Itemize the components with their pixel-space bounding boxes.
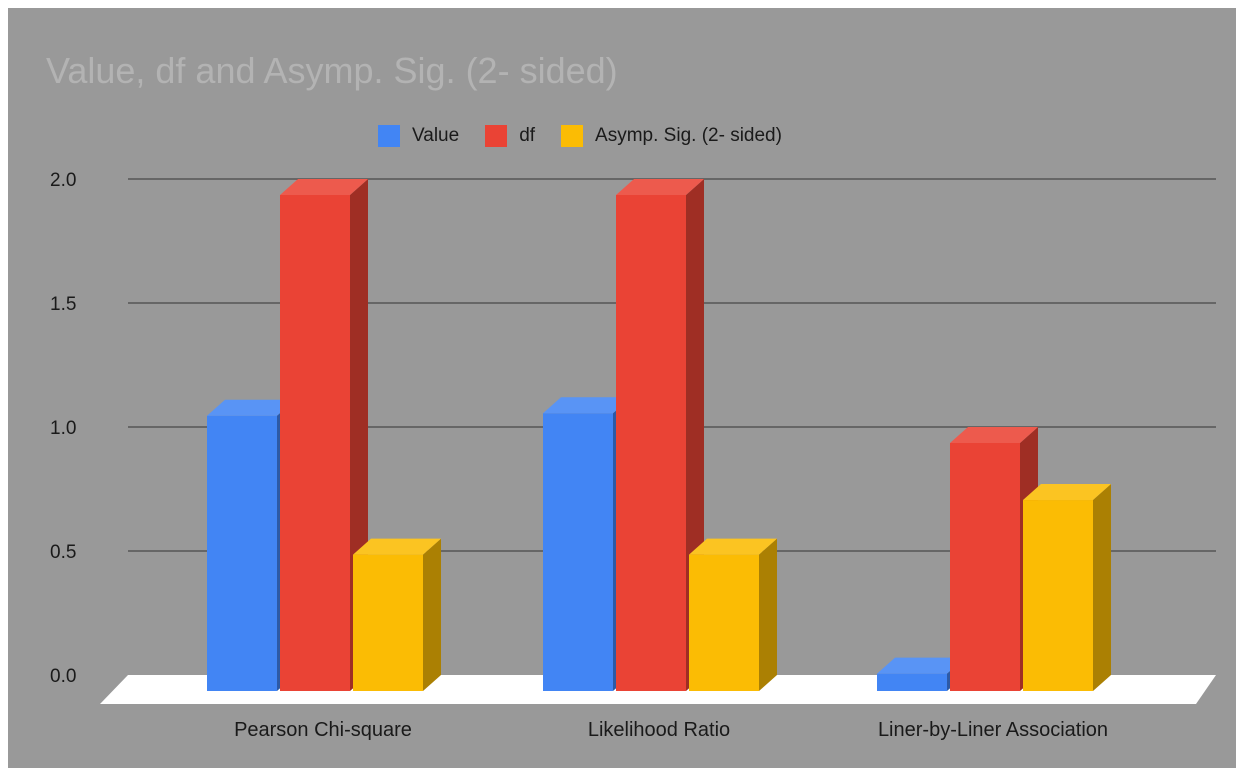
bar-df	[280, 195, 350, 691]
bar-side-asymp-sig	[423, 538, 441, 691]
chart-title: Value, df and Asymp. Sig. (2- sided)	[46, 50, 618, 91]
legend-label-df: df	[519, 125, 536, 146]
bar-top-df	[280, 179, 368, 195]
bar-top-asymp-sig	[353, 538, 441, 555]
y-tick-label: 0.0	[50, 666, 76, 687]
bar-df	[616, 195, 686, 691]
legend-item-asymp-sig: Asymp. Sig. (2- sided)	[561, 125, 782, 147]
legend-swatch-df	[485, 125, 508, 147]
bar-top-df	[616, 179, 704, 195]
x-tick-label: Pearson Chi-square	[234, 719, 412, 741]
bar-top-value	[207, 399, 295, 416]
bar-top-asymp-sig	[1023, 484, 1111, 501]
legend-label-value: Value	[412, 125, 460, 146]
bar-value	[877, 673, 947, 691]
x-tick-label: Likelihood Ratio	[588, 719, 730, 741]
legend-item-value: Value	[378, 125, 459, 147]
legend-swatch-asymp-sig	[561, 125, 584, 147]
bar-side-asymp-sig	[759, 538, 777, 691]
bar-top-df	[950, 427, 1038, 443]
bar-side-asymp-sig	[1093, 484, 1111, 691]
bar-asymp-sig	[353, 554, 423, 691]
legend-item-df: df	[485, 125, 535, 147]
chart-legend: Value df Asymp. Sig. (2- sided)	[378, 122, 782, 150]
y-tick-label: 1.5	[50, 294, 76, 315]
bar-value	[207, 415, 277, 691]
bar-asymp-sig	[689, 554, 759, 691]
y-tick-label: 1.0	[50, 418, 76, 439]
bar-asymp-sig	[1023, 500, 1093, 691]
bar-top-value	[543, 397, 631, 414]
bar-top-value	[877, 657, 965, 674]
bar-value	[543, 413, 613, 691]
x-tick-label: Liner-by-Liner Association	[878, 719, 1108, 741]
legend-swatch-value	[378, 125, 400, 147]
y-tick-label: 0.5	[50, 542, 76, 563]
bar-top-asymp-sig	[689, 538, 777, 555]
bar-df	[950, 443, 1020, 691]
legend-label-asymp-sig: Asymp. Sig. (2- sided)	[595, 125, 782, 146]
y-tick-label: 2.0	[50, 170, 76, 191]
